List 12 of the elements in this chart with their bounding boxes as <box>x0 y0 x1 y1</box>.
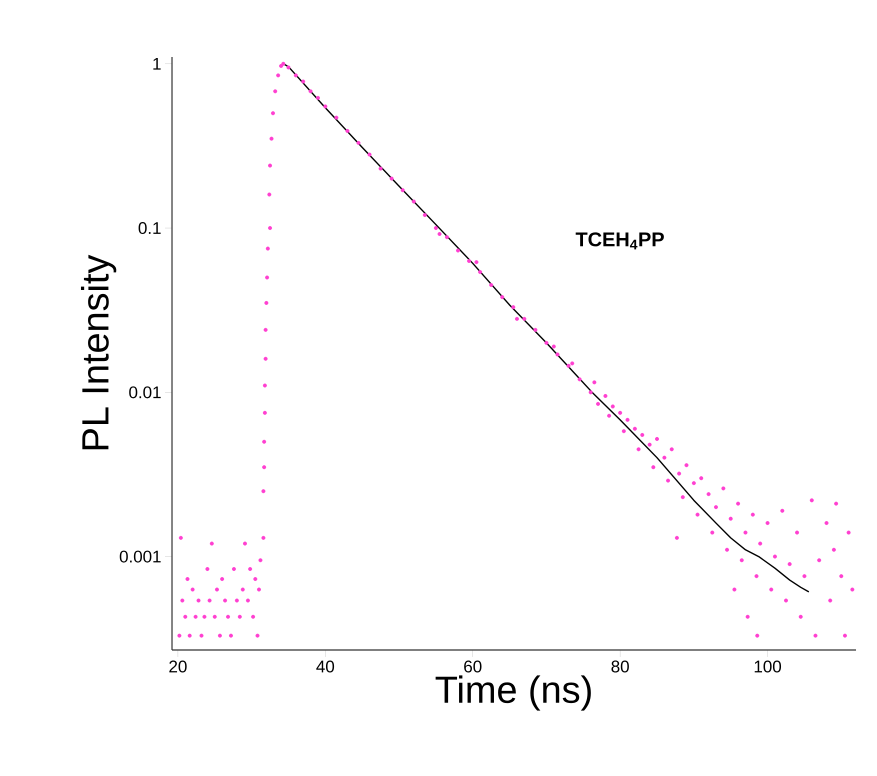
x-tick-label: 60 <box>464 660 482 672</box>
x-axis-title: Time (ns) <box>436 675 591 711</box>
x-tick-label: 40 <box>316 660 334 672</box>
y-tick-label: 0.001 <box>120 550 161 563</box>
x-tick-label: 20 <box>169 660 187 672</box>
x-tick-label: 100 <box>754 660 782 672</box>
text: TCEH$_{4}$PP <box>576 232 664 250</box>
x-tick-label: 80 <box>611 660 629 672</box>
y-tick-label: 0.01 <box>129 386 161 398</box>
y-axis-title: PL Intensity <box>80 254 116 450</box>
y-tick-label: 0.1 <box>138 222 161 234</box>
y-tick-label: 1 <box>153 58 161 70</box>
